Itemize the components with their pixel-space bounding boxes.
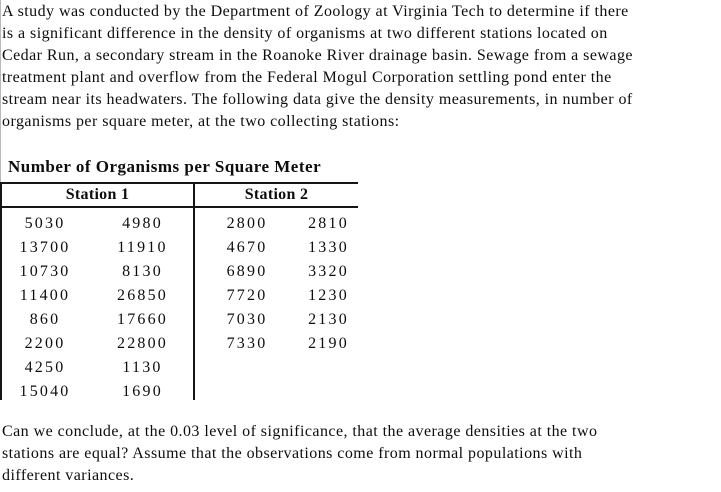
table-cell: 5030 [24, 215, 66, 232]
scan-edge-artifact [0, 0, 1, 182]
question-line: stations are equal? Assume that the obse… [2, 445, 583, 462]
table-cell: 2800 [226, 215, 268, 232]
intro-line: stream near its headwaters. The followin… [2, 91, 633, 108]
table-cell: 10730 [19, 263, 71, 280]
table-cell: 860 [29, 311, 61, 328]
intro-line: A study was conducted by the Department … [2, 3, 629, 20]
table-cell: 4670 [226, 239, 268, 256]
table-header-row: Station 1 Station 2 [0, 184, 358, 206]
table-cell: 15040 [19, 383, 71, 400]
table-cell: 7030 [226, 311, 268, 328]
intro-line: organisms per square meter, at the two c… [2, 113, 400, 130]
table-cell [195, 380, 299, 404]
question-line: Can we conclude, at the 0.03 level of si… [2, 423, 598, 440]
table-cell: 11910 [117, 239, 168, 256]
table-cell [299, 356, 358, 380]
question-line: different variances. [2, 467, 135, 484]
table-cell [299, 380, 358, 404]
table-cell: 1690 [122, 383, 163, 400]
table-cell: 22800 [117, 335, 168, 352]
table-cell: 3320 [308, 263, 349, 280]
column-header-station-2: Station 2 [244, 186, 309, 203]
table-cell: 2200 [24, 335, 66, 352]
table-cell: 8130 [122, 263, 163, 280]
table-cell: 4980 [122, 215, 163, 232]
organisms-density-table: Number of Organisms per Square Meter Sta… [0, 156, 358, 404]
table-cell: 13700 [19, 239, 71, 256]
column-header-station-1: Station 1 [65, 186, 130, 203]
table-cell: 17660 [117, 311, 168, 328]
table-cell: 26850 [117, 287, 168, 304]
table-cell: 2190 [308, 335, 349, 352]
table-cell: 2810 [308, 215, 349, 232]
table-cell: 2130 [308, 311, 349, 328]
table-cell: 7720 [226, 287, 268, 304]
table-top-rule [0, 182, 358, 184]
question-paragraph: Can we conclude, at the 0.03 level of si… [2, 421, 597, 487]
table-cell: 1130 [122, 359, 163, 376]
table-cell: 11400 [19, 287, 71, 304]
table-left-border [0, 182, 2, 400]
table-cell: 6890 [226, 263, 268, 280]
table-cell: 1330 [308, 239, 349, 256]
table-header-rule [0, 206, 358, 208]
intro-line: is a significant difference in the densi… [2, 25, 608, 42]
table-title: Number of Organisms per Square Meter [8, 157, 322, 176]
table-cell: 1230 [308, 287, 349, 304]
table-cell: 4250 [24, 359, 66, 376]
table-cell [195, 356, 299, 380]
table-column-divider [193, 182, 195, 400]
intro-paragraph: A study was conducted by the Department … [2, 1, 633, 133]
intro-line: Cedar Run, a secondary stream in the Roa… [2, 47, 633, 64]
table-body: 5030 4980 2800 2810 13700 11910 4670 133… [0, 212, 358, 404]
intro-line: treatment plant and overflow from the Fe… [2, 69, 612, 86]
table-cell: 7330 [226, 335, 268, 352]
